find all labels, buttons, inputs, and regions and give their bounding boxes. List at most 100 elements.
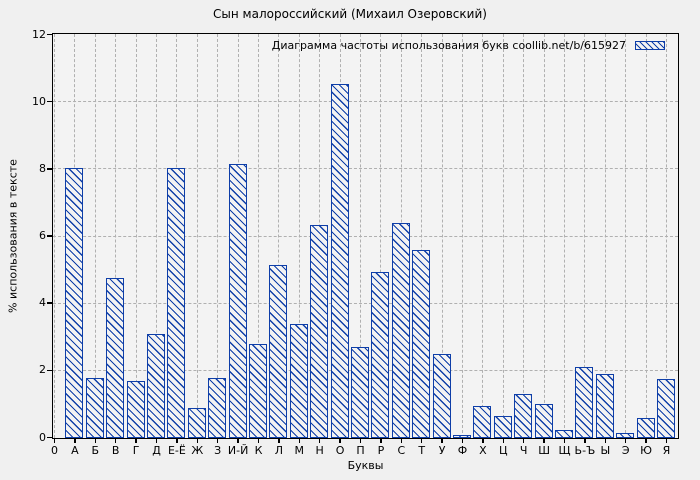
gridline-vertical xyxy=(482,34,484,438)
bar-Ю xyxy=(636,417,655,438)
x-axis-label: Буквы xyxy=(347,459,384,472)
gridline-vertical xyxy=(523,34,525,438)
x-tick-mark xyxy=(155,439,158,443)
bar-З xyxy=(208,377,227,438)
x-tick-mark xyxy=(461,439,464,443)
x-tick-label: Л xyxy=(274,444,284,457)
gridline-vertical xyxy=(441,34,443,438)
x-tick-label: М xyxy=(294,444,305,457)
bar-В xyxy=(106,278,125,438)
x-tick-label: З xyxy=(214,444,222,457)
gridline-vertical xyxy=(625,34,627,438)
y-tick-label: 0 xyxy=(39,430,46,444)
x-tick-mark xyxy=(563,439,566,443)
x-tick-mark xyxy=(298,439,301,443)
x-tick-mark xyxy=(482,439,484,443)
gridline-vertical xyxy=(115,34,117,438)
x-tick-label: О xyxy=(335,444,345,457)
y-tick-label: 8 xyxy=(39,161,46,175)
bar-К xyxy=(249,343,267,438)
y-tick-mark xyxy=(47,100,52,103)
legend: Диаграмма частоты использования букв coo… xyxy=(272,39,665,52)
gridline-vertical xyxy=(360,34,361,438)
x-tick-mark xyxy=(624,439,627,443)
y-tick-mark xyxy=(47,33,52,36)
y-tick-label: 4 xyxy=(39,296,46,310)
y-tick-label: 2 xyxy=(39,363,46,377)
x-tick-mark xyxy=(216,439,219,443)
x-tick-label: Т xyxy=(418,444,426,457)
chart-title: Сын малороссийский (Михаил Озеровский) xyxy=(213,7,487,21)
bar-М xyxy=(289,323,308,438)
x-tick-mark xyxy=(359,439,362,443)
x-tick-label: Д xyxy=(152,444,161,457)
gridline-vertical xyxy=(604,34,606,438)
x-tick-mark xyxy=(584,439,586,443)
gridline-vertical xyxy=(94,34,96,438)
bar-Ф xyxy=(453,434,471,438)
gridline-horizontal xyxy=(53,101,678,103)
x-tick-mark xyxy=(318,439,321,443)
x-tick-label: Н xyxy=(315,444,324,457)
bar-Е-Ё xyxy=(167,167,186,438)
x-tick-label: Б xyxy=(91,444,100,457)
bar-Ы xyxy=(595,374,614,438)
bar-Ч xyxy=(514,394,533,438)
x-tick-label: Ж xyxy=(191,444,204,457)
x-tick-mark xyxy=(94,439,97,443)
y-tick-mark xyxy=(47,302,52,304)
gridline-horizontal xyxy=(53,235,678,237)
bar-Т xyxy=(412,249,431,438)
x-tick-mark xyxy=(441,439,443,443)
gridline-vertical xyxy=(298,34,300,438)
gridline-vertical xyxy=(196,34,198,438)
x-tick-label: Ы xyxy=(600,444,611,457)
bar-Щ xyxy=(555,429,573,438)
bar-Л xyxy=(269,265,288,438)
gridline-vertical xyxy=(645,34,647,438)
y-tick-mark xyxy=(47,235,52,237)
gridline-vertical xyxy=(564,34,565,438)
y-tick-label: 6 xyxy=(39,229,46,242)
x-tick-mark xyxy=(543,439,545,443)
x-tick-label: А xyxy=(71,444,79,457)
x-tick-mark xyxy=(196,439,199,443)
bar-Э xyxy=(616,432,635,438)
gridline-vertical xyxy=(278,34,280,438)
bar-Р xyxy=(371,271,390,438)
bar-О xyxy=(330,83,349,438)
y-tick-label: 12 xyxy=(32,27,46,41)
bar-С xyxy=(391,223,410,438)
x-tick-mark xyxy=(339,439,341,443)
x-tick-label: К xyxy=(254,444,263,457)
bar-П xyxy=(351,347,369,438)
bar-Х xyxy=(473,406,492,438)
gridline-vertical xyxy=(502,34,504,438)
x-tick-mark xyxy=(380,439,382,443)
gridline-vertical xyxy=(156,34,157,438)
x-tick-mark xyxy=(420,439,423,443)
x-tick-label: И-Й xyxy=(227,444,249,457)
bar-Н xyxy=(310,224,329,438)
y-tick-mark xyxy=(47,436,52,439)
x-tick-label: Ч xyxy=(519,444,528,457)
gridline-vertical xyxy=(543,34,545,438)
x-tick-mark xyxy=(645,439,647,443)
x-tick-label: Ш xyxy=(538,444,550,457)
bar-Ш xyxy=(534,404,553,438)
x-tick-mark xyxy=(502,439,505,443)
x-tick-label: Ю xyxy=(640,444,653,457)
bar-А xyxy=(65,167,84,438)
y-tick-label: 10 xyxy=(32,94,46,108)
x-tick-label: Я xyxy=(662,444,671,457)
bar-Г xyxy=(126,380,145,438)
x-tick-label: В xyxy=(111,444,120,457)
x-tick-label: Х xyxy=(479,444,487,457)
bar-Б xyxy=(85,377,104,438)
gridline-vertical xyxy=(666,34,667,438)
bar-Ц xyxy=(493,416,512,438)
x-tick-label: Р xyxy=(377,444,385,457)
x-tick-mark xyxy=(74,439,76,443)
gridline-vertical xyxy=(217,34,219,438)
